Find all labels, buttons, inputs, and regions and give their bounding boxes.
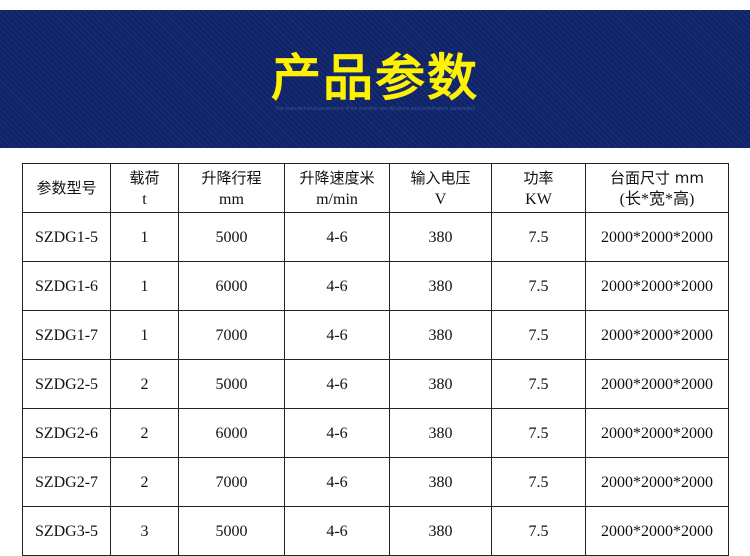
table-cell: 7000	[178, 457, 285, 507]
table-cell: 1	[110, 261, 179, 311]
table-cell: SZDG2-7	[22, 457, 111, 507]
header-text: 台面尺寸 mm	[610, 169, 704, 187]
table-cell: 7.5	[491, 212, 586, 262]
table-cell: 2000*2000*2000	[585, 359, 729, 409]
banner-subtitle: The main technical parameters of the mac…	[274, 106, 476, 112]
table-cell: 2	[110, 408, 179, 458]
table-cell: 7.5	[491, 261, 586, 311]
table-row: SZDG2-5 2 5000 4-6 380 7.5 2000*2000*2000	[22, 359, 729, 409]
table-cell: 7000	[178, 310, 285, 360]
table-cell: 2000*2000*2000	[585, 506, 729, 556]
table-row: SZDG2-6 2 6000 4-6 380 7.5 2000*2000*2000	[22, 408, 729, 458]
table-cell: 3	[110, 506, 179, 556]
table-cell: 2000*2000*2000	[585, 457, 729, 507]
header-text: KW	[525, 191, 552, 208]
table-cell: 5000	[178, 359, 285, 409]
table-cell: 7.5	[491, 359, 586, 409]
table-cell: 7.5	[491, 457, 586, 507]
header-cell: 升降速度米 m/min	[284, 163, 390, 213]
page-title: 产品参数	[271, 49, 479, 107]
table-cell: 5000	[178, 212, 285, 262]
header-text: V	[434, 191, 447, 208]
header-text: 功率	[523, 169, 554, 187]
table-cell: 6000	[178, 261, 285, 311]
header-cell: 功率 KW	[491, 163, 586, 213]
table-cell: 380	[389, 457, 492, 507]
table-cell: SZDG1-7	[22, 310, 111, 360]
header-text: m/min	[316, 191, 358, 208]
table-cell: SZDG1-6	[22, 261, 111, 311]
header-row: 参数型号 载荷 t 升降行程 mm 升降速度米 m/min 输入电压 V 功率 KW 台面尺寸 mm (…	[22, 163, 729, 213]
table-cell: 2	[110, 457, 179, 507]
table-cell: 4-6	[284, 457, 390, 507]
header-text: 载荷	[129, 169, 160, 187]
table-cell: 1	[110, 212, 179, 262]
table-cell: 7.5	[491, 408, 586, 458]
table-cell: 4-6	[284, 506, 390, 556]
header-cell: 升降行程 mm	[178, 163, 285, 213]
table-cell: 2	[110, 359, 179, 409]
table-cell: 4-6	[284, 261, 390, 311]
table-cell: 6000	[178, 408, 285, 458]
table-cell: 2000*2000*2000	[585, 212, 729, 262]
table-cell: 380	[389, 212, 492, 262]
header-text: (长*宽*高)	[619, 191, 695, 208]
table-cell: 4-6	[284, 408, 390, 458]
table-cell: 2000*2000*2000	[585, 310, 729, 360]
header-text: 升降速度米	[299, 169, 375, 187]
table-cell: SZDG1-5	[22, 212, 111, 262]
table-row: SZDG1-6 1 6000 4-6 380 7.5 2000*2000*2000	[22, 261, 729, 311]
table-row: SZDG2-7 2 7000 4-6 380 7.5 2000*2000*2000	[22, 457, 729, 507]
table-cell: 380	[389, 408, 492, 458]
table-cell: 380	[389, 261, 492, 311]
header-cell: 参数型号	[22, 163, 111, 213]
header-text: mm	[219, 191, 244, 208]
table-cell: 4-6	[284, 310, 390, 360]
table-row: SZDG1-5 1 5000 4-6 380 7.5 2000*2000*2000	[22, 212, 729, 262]
header-banner: 产品参数 The main technical parameters of th…	[0, 10, 750, 148]
header-text: 参数型号	[36, 178, 97, 197]
header-text: 输入电压	[410, 169, 471, 187]
header-cell: 输入电压 V	[389, 163, 492, 213]
table-cell: 4-6	[284, 359, 390, 409]
table-cell: SZDG3-5	[22, 506, 111, 556]
table-cell: 5000	[178, 506, 285, 556]
parameter-table: 参数型号 载荷 t 升降行程 mm 升降速度米 m/min 输入电压 V 功率 KW 台面尺寸 mm (…	[22, 163, 729, 556]
table-cell: SZDG2-6	[22, 408, 111, 458]
table-cell: 4-6	[284, 212, 390, 262]
header-text: t	[142, 191, 147, 208]
header-text: 升降行程	[201, 169, 262, 187]
header-cell: 载荷 t	[110, 163, 179, 213]
table-cell: SZDG2-5	[22, 359, 111, 409]
table-cell: 380	[389, 310, 492, 360]
table-cell: 380	[389, 506, 492, 556]
header-cell: 台面尺寸 mm (长*宽*高)	[585, 163, 729, 213]
table-row: SZDG3-5 3 5000 4-6 380 7.5 2000*2000*2000	[22, 506, 729, 556]
table-cell: 7.5	[491, 310, 586, 360]
table-row: SZDG1-7 1 7000 4-6 380 7.5 2000*2000*2000	[22, 310, 729, 360]
table-cell: 1	[110, 310, 179, 360]
table-cell: 7.5	[491, 506, 586, 556]
table-cell: 380	[389, 359, 492, 409]
table-cell: 2000*2000*2000	[585, 261, 729, 311]
table-cell: 2000*2000*2000	[585, 408, 729, 458]
